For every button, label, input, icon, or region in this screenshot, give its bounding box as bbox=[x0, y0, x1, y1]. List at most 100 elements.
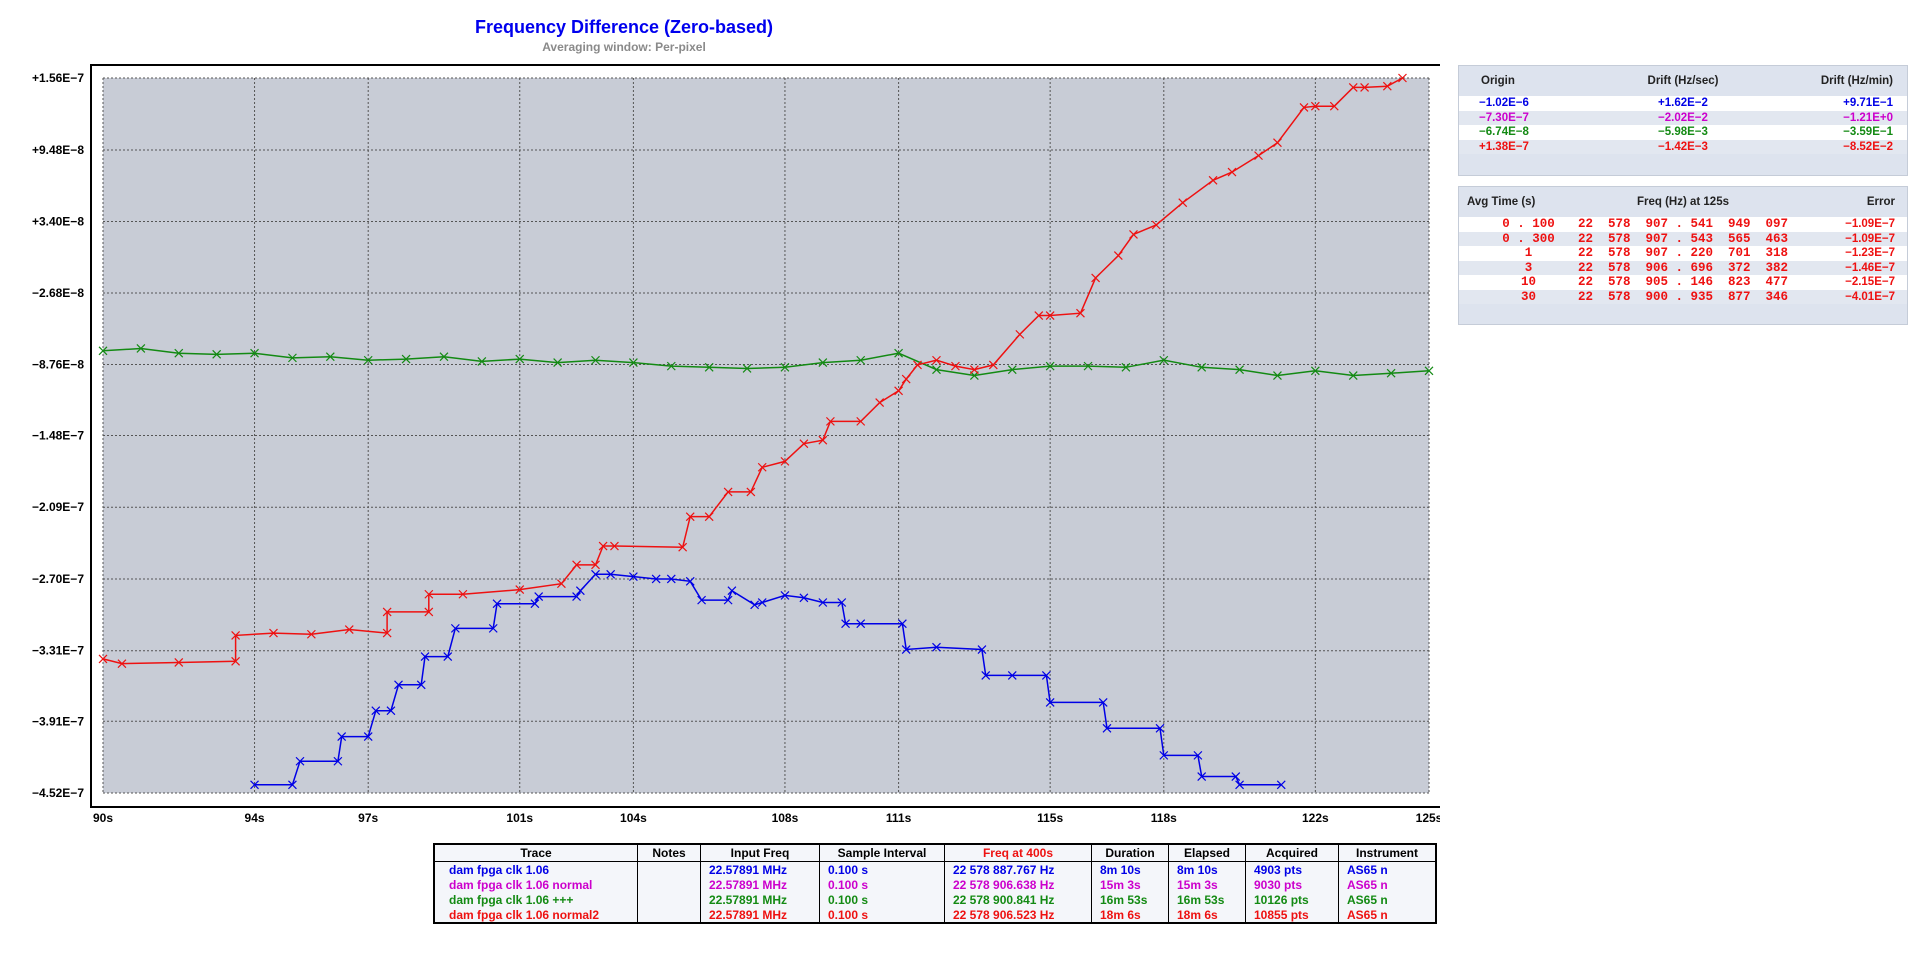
legend-notes bbox=[637, 907, 701, 923]
data-point bbox=[1299, 102, 1309, 112]
data-point bbox=[401, 354, 411, 364]
avg-row: 0 . 100 22 578 907 . 541 949 097 −1.09E−7 bbox=[1459, 217, 1907, 232]
data-point bbox=[894, 386, 904, 396]
legend-freq400: 22 578 900.841 Hz bbox=[944, 892, 1092, 907]
x-tick-label: 118s bbox=[1151, 811, 1177, 825]
data-point bbox=[818, 598, 828, 607]
legend-trace: dam fpga clk 1.06 +++ bbox=[433, 892, 638, 907]
legend-input: 22.57891 MHz bbox=[700, 892, 820, 907]
legend-acquired: 10126 pts bbox=[1245, 892, 1339, 907]
avg-error: −2.15E−7 bbox=[1845, 276, 1895, 289]
data-point bbox=[424, 607, 434, 617]
avg-header-error: Error bbox=[1866, 196, 1895, 208]
legend-header-duration: Duration bbox=[1091, 844, 1169, 862]
legend-header-instrument: Instrument bbox=[1338, 844, 1437, 862]
legend-instrument: AS65 n bbox=[1338, 877, 1437, 892]
data-point bbox=[553, 358, 563, 368]
data-point bbox=[1034, 311, 1044, 320]
data-point bbox=[1113, 251, 1123, 260]
y-tick-label: +3.40E−8 bbox=[32, 214, 84, 228]
avg-row: 10 22 578 905 . 146 823 477 −2.15E−7 bbox=[1459, 275, 1907, 290]
data-point bbox=[1235, 365, 1244, 375]
avg-avg: 30 bbox=[1521, 289, 1537, 304]
legend-interval: 0.100 s bbox=[819, 907, 945, 923]
data-point bbox=[780, 362, 790, 372]
x-tick-label: 115s bbox=[1037, 811, 1063, 825]
y-tick-label: +9.48E−8 bbox=[32, 143, 84, 157]
legend-freq400: 22 578 906.638 Hz bbox=[944, 877, 1092, 892]
legend-header-notes: Notes bbox=[637, 844, 701, 862]
data-point bbox=[363, 355, 373, 365]
grid bbox=[102, 77, 1430, 794]
data-point bbox=[901, 645, 911, 654]
drift-header-sec: Drift (Hz/sec) bbox=[1647, 75, 1719, 87]
data-point bbox=[1098, 698, 1108, 707]
drift-drift-sec: +1.62E−2 bbox=[1658, 97, 1708, 110]
avg-error: −1.09E−7 bbox=[1845, 232, 1895, 245]
legend-freq400: 22 578 887.767 Hz bbox=[944, 861, 1092, 877]
drift-header-min: Drift (Hz/min) bbox=[1820, 75, 1893, 87]
data-point bbox=[651, 574, 661, 584]
data-point bbox=[685, 512, 695, 522]
series-3 bbox=[98, 73, 1407, 669]
drift-drift-sec: −2.02E−2 bbox=[1658, 111, 1708, 124]
data-point bbox=[932, 355, 941, 365]
data-point bbox=[1007, 365, 1017, 375]
x-axis: 90s 94s 97s 101s 104s 108s 111s 115s 118s 122s 125… bbox=[93, 811, 1440, 825]
data-point bbox=[212, 349, 222, 359]
legend-interval: 0.100 s bbox=[819, 877, 945, 892]
data-point bbox=[1424, 366, 1434, 376]
data-point bbox=[1208, 175, 1218, 185]
data-point bbox=[269, 628, 278, 638]
data-point bbox=[1273, 138, 1282, 148]
data-point bbox=[488, 623, 498, 633]
legend-header-acquired: Acquired bbox=[1245, 844, 1339, 862]
data-point bbox=[458, 589, 468, 599]
chart-title: Frequency Difference (Zero-based) bbox=[474, 17, 774, 37]
avg-error: −1.09E−7 bbox=[1845, 218, 1895, 231]
data-point bbox=[1386, 368, 1396, 378]
avg-avg: 1 bbox=[1524, 246, 1533, 261]
series-line bbox=[102, 77, 1403, 665]
data-point bbox=[1091, 273, 1101, 283]
data-point bbox=[1193, 750, 1203, 760]
x-tick-label: 125s bbox=[1416, 811, 1440, 825]
data-point bbox=[295, 756, 305, 766]
drift-origin: +1.38E−7 bbox=[1479, 140, 1529, 153]
data-point bbox=[337, 732, 347, 741]
data-point bbox=[628, 572, 638, 582]
avg-freq: 22 578 906 . 696 372 382 bbox=[1577, 260, 1789, 275]
data-point bbox=[1083, 361, 1093, 371]
y-tick-label: −2.70E−7 bbox=[32, 572, 84, 586]
data-point bbox=[825, 416, 835, 426]
data-point bbox=[799, 593, 809, 603]
data-point bbox=[363, 732, 373, 741]
data-point bbox=[628, 358, 638, 368]
data-point bbox=[382, 607, 392, 617]
x-tick-label: 108s bbox=[772, 811, 799, 825]
avg-freq: 22 578 905 . 146 823 477 bbox=[1577, 275, 1789, 290]
y-tick-label: −2.09E−7 bbox=[32, 500, 84, 514]
data-point bbox=[231, 630, 241, 640]
avg-row: 30 22 578 900 . 935 877 346 −4.01E−7 bbox=[1459, 289, 1907, 304]
data-point bbox=[818, 435, 828, 445]
legend-input: 22.57891 MHz bbox=[700, 861, 820, 877]
data-point bbox=[704, 362, 714, 372]
drift-panel: Origin Drift (Hz/sec) Drift (Hz/min) −1.… bbox=[1458, 65, 1908, 176]
avg-avg: 0 . 100 bbox=[1502, 217, 1555, 232]
data-point bbox=[1007, 670, 1017, 680]
x-tick-label: 101s bbox=[506, 811, 533, 825]
data-point bbox=[1398, 73, 1407, 83]
legend-instrument: AS65 n bbox=[1338, 861, 1437, 877]
data-point bbox=[1197, 772, 1207, 781]
data-point bbox=[1076, 308, 1085, 318]
avg-avg: 3 bbox=[1524, 260, 1533, 275]
data-point bbox=[416, 680, 426, 690]
data-point bbox=[1159, 750, 1169, 760]
legend-acquired: 9030 pts bbox=[1245, 877, 1339, 892]
legend-notes bbox=[637, 877, 701, 892]
data-point bbox=[606, 569, 616, 579]
legend-instrument: AS65 n bbox=[1338, 907, 1437, 923]
data-point bbox=[250, 780, 259, 790]
data-point bbox=[1348, 82, 1358, 92]
